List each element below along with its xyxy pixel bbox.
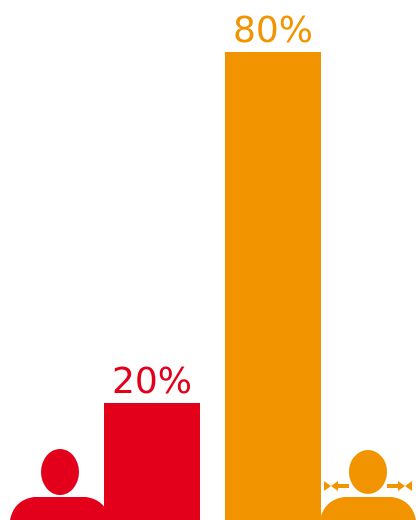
value-label-male: 20% bbox=[112, 361, 192, 402]
value-label-female: 80% bbox=[233, 10, 313, 51]
bar-female bbox=[225, 52, 321, 520]
male-person-icon bbox=[10, 449, 110, 520]
female-person-icon bbox=[320, 450, 416, 520]
bar-male bbox=[104, 403, 200, 520]
